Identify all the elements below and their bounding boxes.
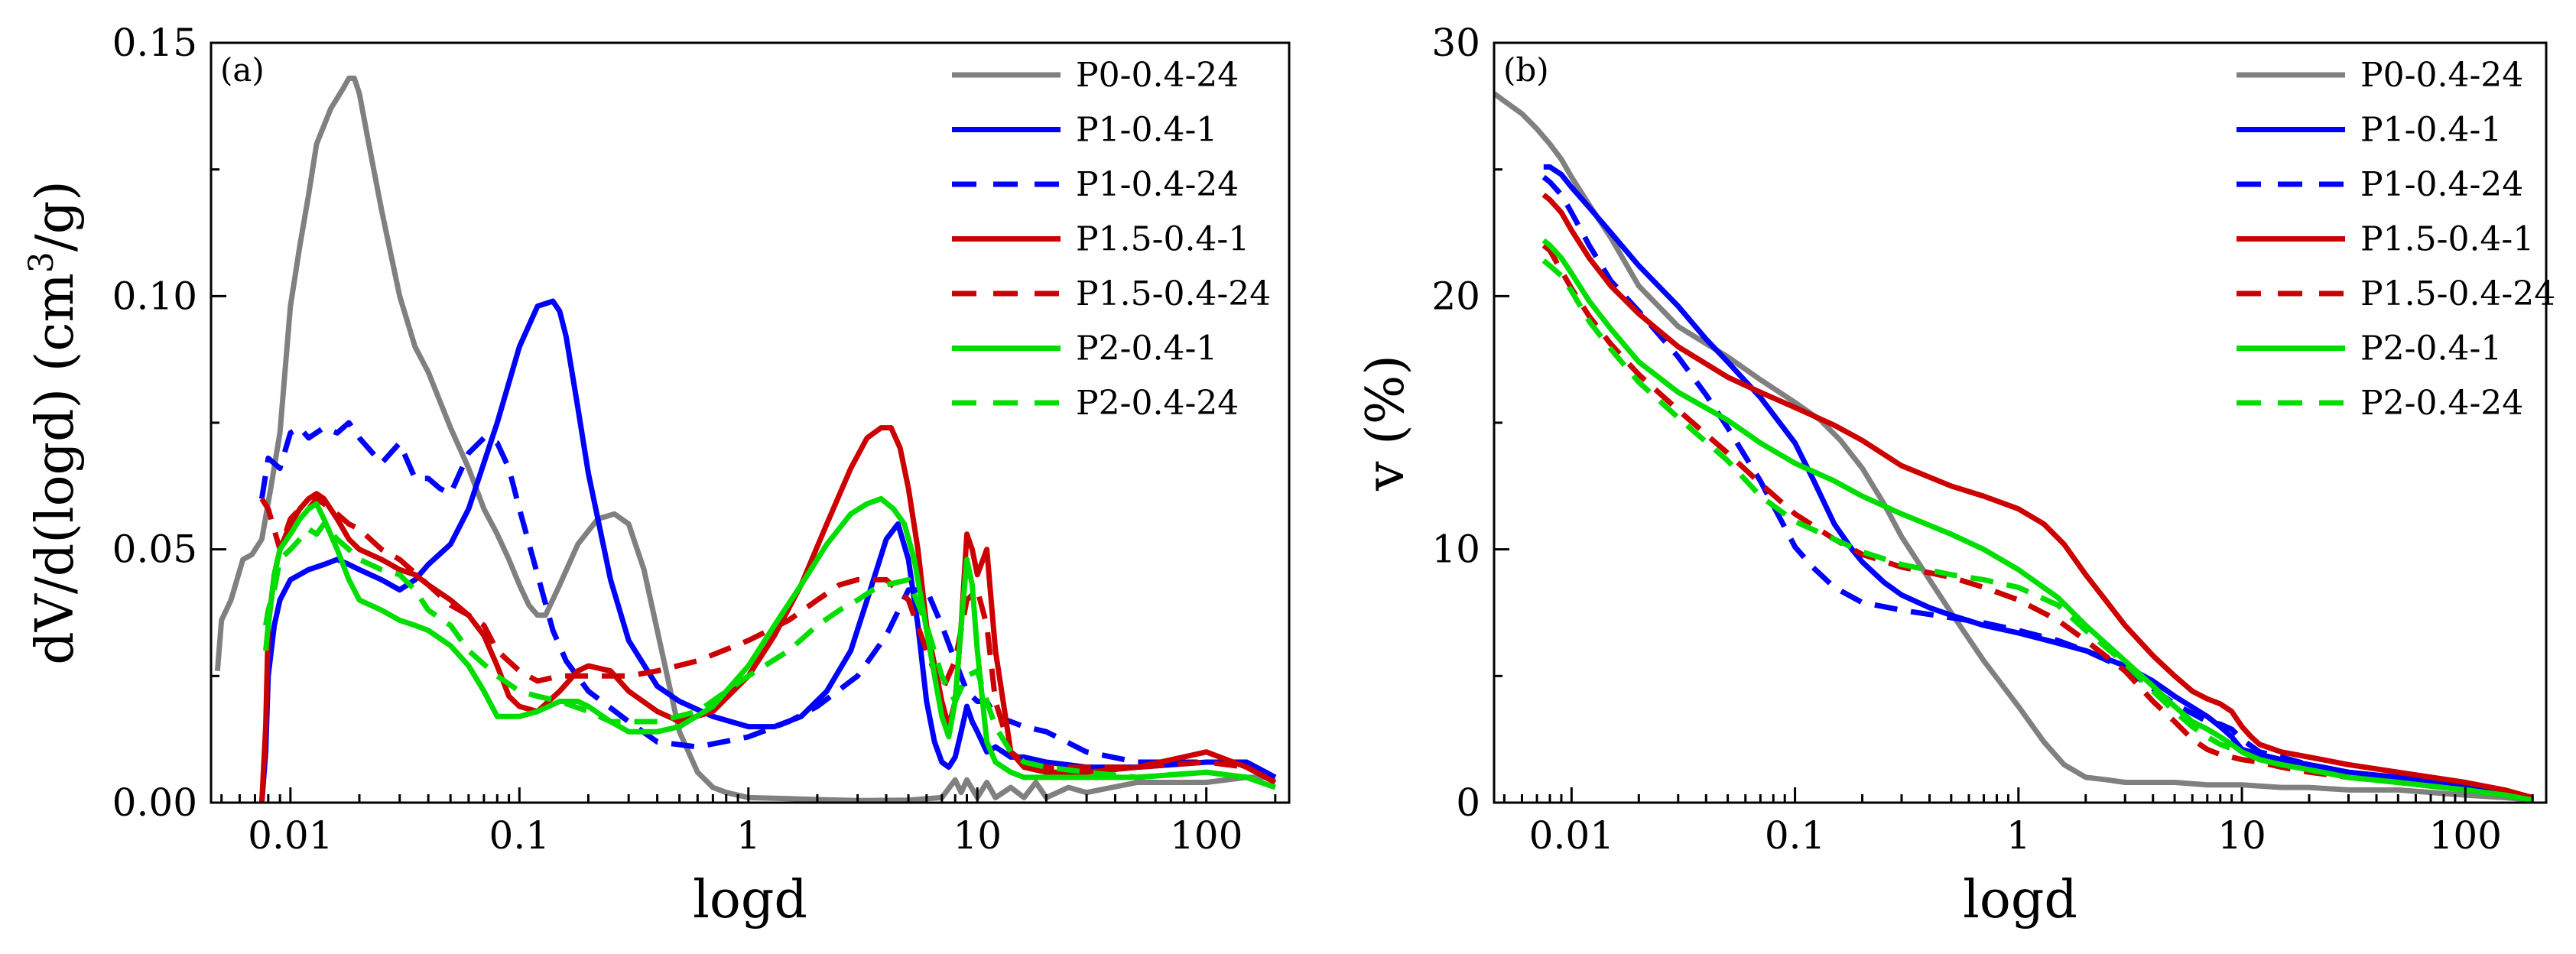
y-tick-label: 20	[1431, 274, 1480, 318]
y-tick-label: 0.05	[112, 527, 197, 572]
x-tick-label: 0.1	[1765, 813, 1826, 858]
x-tick-label: 0.01	[248, 813, 333, 858]
legend: P0-0.4-24 P1-0.4-1 P1-0.4-24 P1.5-0.4-1 P1.5…	[952, 56, 1271, 423]
x-tick-label: 10	[2217, 813, 2266, 858]
legend: P0-0.4-24 P1-0.4-1 P1-0.4-24 P1.5-0.4-1 P1.5…	[2237, 56, 2555, 423]
series-line-P1.5-0.4-24	[1541, 243, 2533, 803]
legend-label: P2-0.4-24	[2360, 384, 2523, 423]
series-line-P2-0.4-24	[1541, 258, 2533, 803]
y-axis-title: v (%)	[1356, 355, 1416, 492]
x-tick-label: 100	[2429, 813, 2502, 858]
x-tick-label: 10	[953, 813, 1002, 858]
legend-label: P0-0.4-24	[1076, 56, 1239, 95]
series-line-P1.5-0.4-1	[258, 425, 1277, 803]
panel-a: 0.01 0.1 1 10 100 0.00 0.05 0.10 0.15 logd dV/d(lo…	[22, 21, 1291, 930]
legend-label: P1-0.4-24	[1076, 165, 1239, 204]
x-tick-label: 1	[736, 813, 761, 858]
y-tick-label: 0.15	[112, 21, 197, 65]
legend-label: P1.5-0.4-1	[2360, 220, 2534, 259]
series-line-P1.5-0.4-24	[259, 495, 1277, 785]
series-line-P1.5-0.4-1	[1541, 193, 2534, 800]
legend-label: P0-0.4-24	[2360, 56, 2523, 95]
series-line-P2-0.4-24	[263, 521, 1276, 790]
y-tick-label: 30	[1431, 21, 1480, 65]
y-axis-title: dV/d(logd) (cm3/g)	[22, 180, 86, 665]
y-tick-label: 0	[1456, 780, 1480, 825]
series-group	[214, 75, 1277, 803]
x-tick-label: 100	[1170, 813, 1243, 858]
legend-label: P2-0.4-1	[2360, 329, 2502, 368]
legend-label: P1-0.4-24	[2360, 165, 2523, 204]
legend-label: P1-0.4-1	[1076, 111, 1217, 150]
y-tick-label: 0.10	[112, 274, 197, 318]
panel-label: (a)	[220, 51, 265, 89]
legend-label: P1.5-0.4-1	[1076, 220, 1249, 259]
legend-label: P2-0.4-24	[1076, 384, 1239, 423]
x-tick-label: 0.1	[489, 813, 551, 858]
series-line-P1-0.4-24	[258, 420, 1277, 780]
x-tick-label: 0.01	[1529, 813, 1614, 858]
series-line-P1-0.4-1	[258, 298, 1277, 803]
panel-label: (b)	[1503, 51, 1549, 89]
series-line-P0-0.4-24	[214, 75, 1275, 803]
x-axis-title: logd	[1963, 870, 2077, 930]
legend-label: P1.5-0.4-24	[2360, 274, 2555, 313]
x-tick-label: 1	[2006, 813, 2031, 858]
series-group	[1494, 91, 2534, 803]
series-line-P1-0.4-1	[1543, 164, 2533, 803]
y-tick-label: 10	[1431, 527, 1480, 572]
legend-label: P1.5-0.4-24	[1076, 274, 1271, 313]
x-axis-title: logd	[693, 870, 807, 930]
legend-label: P1-0.4-1	[2360, 111, 2502, 150]
series-line-P1-0.4-24	[1541, 174, 2533, 803]
series-line-P0-0.4-24	[1494, 91, 2533, 803]
legend-label: P2-0.4-1	[1076, 329, 1217, 368]
y-tick-label: 0.00	[112, 780, 197, 825]
axes-frame	[1493, 41, 2548, 804]
panel-b: 0.01 0.1 1 10 100 0 10 20 30 logd v (%) (b) P0-0.4-2…	[1356, 21, 2555, 930]
